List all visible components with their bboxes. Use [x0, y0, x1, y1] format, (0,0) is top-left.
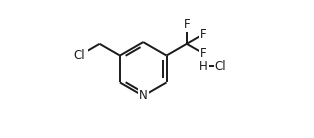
- Text: F: F: [200, 28, 207, 41]
- Text: F: F: [200, 47, 207, 60]
- Text: F: F: [183, 18, 190, 31]
- Text: H: H: [199, 60, 208, 73]
- Text: N: N: [139, 89, 148, 102]
- Text: Cl: Cl: [73, 49, 85, 62]
- Text: Cl: Cl: [215, 60, 226, 73]
